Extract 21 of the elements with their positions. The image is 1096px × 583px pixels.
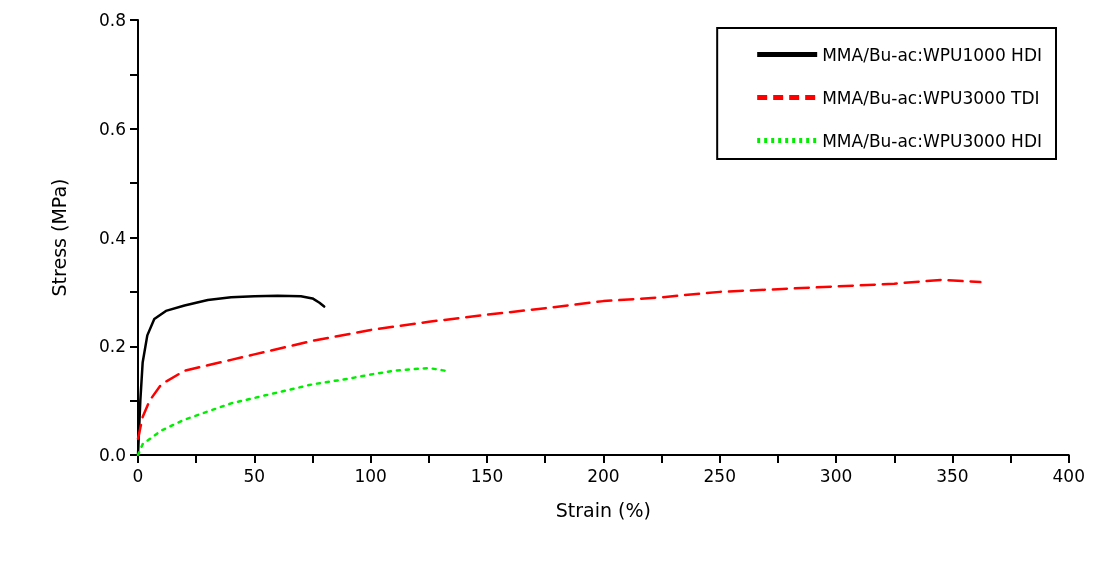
y-tick-label: 0.8 <box>98 10 126 30</box>
y-tick-label: 0.6 <box>98 118 126 139</box>
x-tick-label: 300 <box>819 465 853 486</box>
y-tick-label: 0.2 <box>98 336 126 357</box>
y-axis-title: Stress (MPa) <box>47 178 70 297</box>
legend-label: MMA/Bu-ac:WPU1000 HDI <box>822 44 1043 65</box>
x-tick-label: 250 <box>703 465 736 486</box>
line-series <box>136 278 982 440</box>
line-series <box>136 366 447 457</box>
x-tick-label: 200 <box>587 465 620 486</box>
x-tick-label: 50 <box>243 465 266 486</box>
y-tick-label: 0.4 <box>98 227 126 248</box>
text: 0.0 <box>98 445 126 465</box>
x-tick-label: 0 <box>132 465 144 486</box>
x-tick-label: 400 <box>1052 465 1085 486</box>
x-tick-label: 150 <box>470 465 504 486</box>
legend-label: MMA/Bu-ac:WPU3000 TDI <box>822 87 1040 108</box>
x-tick-label: 100 <box>354 465 387 486</box>
legend-label: MMA/Bu-ac:WPU3000 HDI <box>822 130 1043 151</box>
x-axis-title: Strain (%) <box>555 498 651 521</box>
x-tick-label: 350 <box>936 465 969 486</box>
